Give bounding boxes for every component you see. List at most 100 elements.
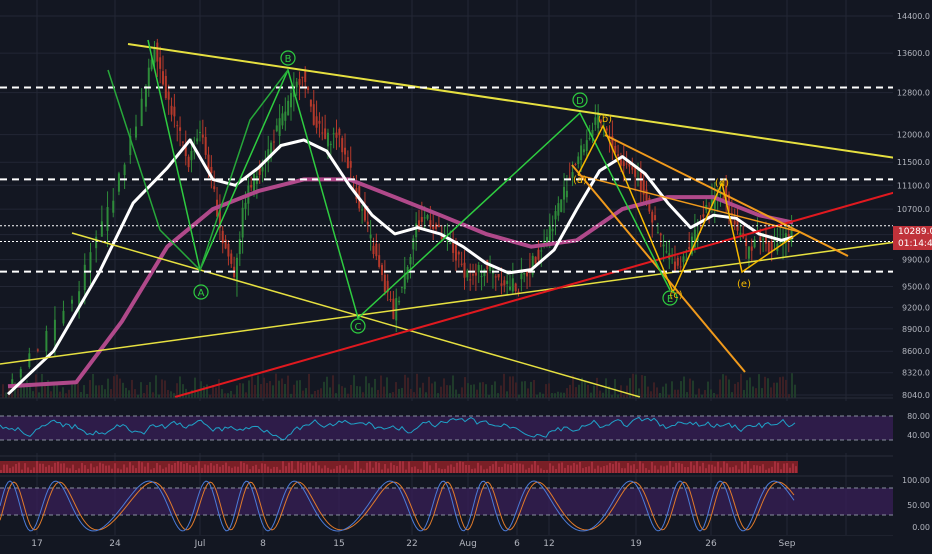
candle-body bbox=[639, 172, 642, 191]
volume-panel-bar bbox=[417, 469, 419, 473]
volume-panel-bar bbox=[84, 465, 86, 473]
volume-panel-bar bbox=[336, 466, 338, 473]
volume-panel-bar bbox=[693, 465, 695, 473]
volume-panel-bar bbox=[576, 464, 578, 473]
candle-body bbox=[440, 234, 443, 240]
candle-body bbox=[187, 156, 190, 168]
volume-panel-bar bbox=[747, 461, 749, 473]
volume-panel-bar bbox=[264, 463, 266, 473]
candle-body bbox=[526, 270, 529, 277]
wave-c-label: C bbox=[355, 322, 362, 333]
volume-bar bbox=[683, 376, 685, 398]
candle-body bbox=[545, 237, 548, 243]
volume-panel-bar bbox=[738, 469, 740, 473]
price-tick-label: 11500.0 bbox=[897, 158, 930, 167]
candle-body bbox=[278, 118, 281, 136]
candle-body bbox=[11, 379, 14, 385]
volume-bar bbox=[536, 394, 538, 398]
volume-panel-bar bbox=[219, 466, 221, 473]
volume-bar bbox=[716, 394, 718, 398]
candle-body bbox=[565, 190, 568, 198]
candle-body bbox=[210, 166, 213, 174]
volume-panel-bar bbox=[282, 461, 284, 473]
wave-b-marker bbox=[280, 50, 296, 66]
candle-body bbox=[691, 236, 694, 255]
volume-panel-bar bbox=[465, 464, 467, 473]
candle-body bbox=[688, 246, 691, 250]
volume-bar bbox=[656, 387, 658, 398]
volume-panel-bar bbox=[549, 463, 551, 473]
candle-body bbox=[494, 276, 497, 278]
volume-bar bbox=[386, 377, 388, 398]
volume-bar bbox=[530, 381, 532, 398]
candle-body bbox=[506, 280, 509, 284]
wave-c-paren: (c) bbox=[669, 290, 682, 301]
stoch-tick-label: 100.00 bbox=[902, 476, 930, 485]
candle-body bbox=[662, 244, 665, 247]
volume-bar bbox=[98, 385, 100, 398]
volume-bar bbox=[329, 387, 331, 398]
upper-triangle-line bbox=[127, 43, 897, 159]
volume-bar bbox=[791, 373, 793, 398]
volume-bar bbox=[479, 382, 481, 398]
candle-body bbox=[147, 67, 150, 89]
volume-panel-bar bbox=[504, 463, 506, 473]
volume-panel-bar bbox=[456, 462, 458, 473]
volume-bar bbox=[158, 394, 160, 398]
volume-bar bbox=[752, 386, 754, 398]
candle-body bbox=[117, 173, 120, 192]
volume-bar bbox=[191, 389, 193, 398]
candle-body bbox=[238, 239, 241, 255]
volume-bar bbox=[122, 382, 124, 398]
volume-bar bbox=[650, 391, 652, 398]
candle-body bbox=[648, 197, 651, 212]
candle-body bbox=[750, 246, 753, 251]
volume-panel-bar bbox=[249, 469, 251, 473]
volume-panel-bar bbox=[210, 463, 212, 473]
candle-body bbox=[702, 214, 705, 217]
candle-body bbox=[759, 236, 762, 242]
volume-bar bbox=[383, 386, 385, 398]
volume-bar bbox=[59, 391, 61, 398]
volume-bar bbox=[461, 387, 463, 398]
candle-body bbox=[710, 197, 713, 207]
volume-bar bbox=[206, 384, 208, 398]
volume-panel-bar bbox=[162, 468, 164, 473]
volume-panel-bar bbox=[480, 465, 482, 473]
candle-body bbox=[332, 133, 335, 135]
time-tick-label: 17 bbox=[31, 539, 42, 549]
candle-body bbox=[173, 106, 176, 117]
volume-panel-bar bbox=[762, 464, 764, 473]
candle-body bbox=[241, 207, 244, 238]
volume-bar bbox=[290, 393, 292, 398]
volume-bar bbox=[731, 392, 733, 398]
volume-bar bbox=[413, 392, 415, 398]
volume-panel-bar bbox=[258, 469, 260, 473]
volume-panel-bar bbox=[330, 469, 332, 473]
volume-panel-bar bbox=[45, 466, 47, 473]
candle-body bbox=[588, 138, 591, 140]
volume-panel-bar bbox=[42, 463, 44, 473]
candle-body bbox=[218, 209, 221, 228]
countdown-badge bbox=[893, 238, 932, 250]
volume-bar bbox=[287, 375, 289, 398]
volume-bar bbox=[146, 384, 148, 398]
volume-panel-bar bbox=[0, 469, 2, 473]
volume-panel-bar bbox=[270, 468, 272, 473]
volume-panel-bar bbox=[774, 461, 776, 473]
volume-bar bbox=[20, 380, 22, 398]
volume-panel-bar bbox=[423, 461, 425, 473]
volume-bar bbox=[734, 383, 736, 398]
volume-bar bbox=[512, 376, 514, 398]
candle-body bbox=[329, 143, 332, 145]
volume-panel-bar bbox=[537, 465, 539, 473]
volume-panel-bar bbox=[744, 464, 746, 473]
candle-body bbox=[383, 274, 386, 293]
candle-body bbox=[548, 225, 551, 241]
candle-body bbox=[685, 259, 688, 261]
volume-panel-bar bbox=[348, 469, 350, 473]
stoch-k-line bbox=[0, 480, 795, 532]
wave-d-marker bbox=[572, 92, 588, 108]
